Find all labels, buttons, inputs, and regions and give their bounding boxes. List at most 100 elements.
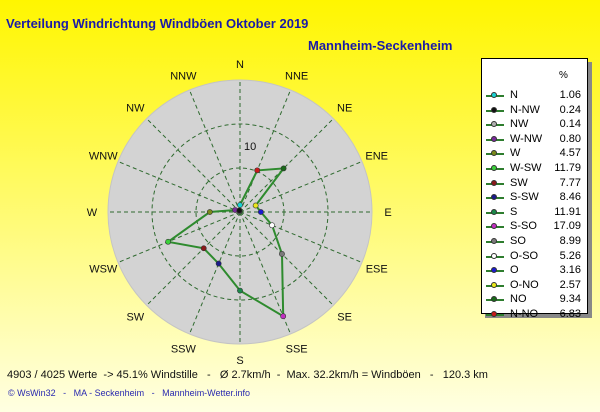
data-point-s-sw	[215, 260, 222, 267]
data-point-n-no	[254, 167, 261, 174]
chart-subtitle: Mannheim-Seckenheim	[308, 38, 453, 53]
grid-spoke-ssw	[189, 211, 241, 335]
direction-label-nnw: NNW	[170, 70, 197, 82]
data-point-no	[280, 165, 287, 172]
legend-row: O-SO 5.26	[482, 249, 587, 264]
legend-marker	[491, 237, 497, 244]
stats-footer: 4903 / 4025 Werte -> 45.1% Windstille - …	[7, 369, 488, 381]
direction-label-nw: NW	[126, 102, 145, 114]
chart-title: Verteilung Windrichtung Windböen Oktober…	[6, 16, 309, 31]
grid-spoke-nnw	[189, 89, 241, 213]
data-point-n	[237, 202, 243, 208]
legend-value: 4.57	[559, 147, 581, 160]
legend-value: 0.80	[559, 132, 581, 145]
credit-line: © WsWin32 - MA - Seckenheim - Mannheim-W…	[8, 388, 251, 398]
legend-marker	[491, 252, 497, 259]
legend-label: NO	[510, 293, 527, 306]
legend-label: SW	[510, 176, 528, 189]
legend-marker	[491, 150, 497, 157]
data-point-o-no	[252, 202, 259, 209]
legend-marker	[491, 223, 497, 230]
legend-unit: %	[559, 70, 568, 81]
direction-label-se: SE	[337, 312, 352, 324]
data-point-w-sw	[165, 238, 172, 245]
legend-label: O	[510, 264, 519, 277]
legend: % N 1.06 N-NW 0.24 NW 0.14 W-NW 0.80 W 4.57 W-SW 11…	[481, 58, 588, 320]
legend-marker	[491, 310, 497, 317]
legend-value: 9.34	[559, 293, 581, 306]
legend-value: 7.77	[559, 176, 581, 189]
legend-row: N-NO 6.83	[482, 307, 587, 322]
grid-spoke-sw	[146, 211, 241, 306]
direction-label-e: E	[384, 207, 391, 219]
legend-marker	[491, 179, 497, 186]
legend-label: W	[510, 147, 521, 160]
legend-row: SW 7.77	[482, 176, 587, 191]
legend-row: SO 8.99	[482, 234, 587, 249]
data-point-o-so	[269, 222, 275, 229]
legend-marker	[491, 208, 497, 215]
direction-label-sw: SW	[126, 312, 144, 324]
direction-label-wnw: WNW	[89, 150, 118, 162]
legend-value: 11.79	[554, 161, 581, 174]
legend-label: O-SO	[510, 249, 539, 262]
data-point-n-nw	[236, 207, 243, 214]
legend-label: N-NO	[510, 307, 539, 320]
direction-label-ese: ESE	[366, 264, 388, 276]
direction-label-ne: NE	[337, 102, 352, 114]
data-point-s-so	[280, 313, 287, 320]
legend-value: 6.83	[559, 307, 581, 320]
legend-row: W-NW 0.80	[482, 132, 587, 147]
data-point-o	[257, 209, 264, 215]
data-point-s	[237, 287, 243, 294]
grid-spoke-ne	[239, 118, 334, 213]
direction-label-wsw: WSW	[89, 264, 118, 276]
legend-label: W-SW	[510, 161, 542, 174]
legend-value: 11.91	[554, 205, 581, 218]
legend-rows: N 1.06 N-NW 0.24 NW 0.14 W-NW 0.80 W 4.57 W-SW 11.7…	[482, 88, 587, 322]
legend-row: W 4.57	[482, 146, 587, 161]
legend-marker	[491, 267, 497, 274]
grid-spoke-nne	[239, 89, 291, 213]
legend-marker	[491, 106, 497, 113]
direction-label-w: W	[87, 207, 98, 219]
grid-spoke-wsw	[117, 211, 241, 263]
grid-spoke-nw	[146, 118, 241, 213]
grid-spoke-wnw	[117, 161, 241, 213]
legend-label: S	[510, 205, 518, 218]
legend-row: S-SW 8.46	[482, 190, 587, 205]
legend-row: N-NW 0.24	[482, 103, 587, 118]
direction-label-sse: SSE	[286, 344, 308, 356]
legend-row: S 11.91	[482, 205, 587, 220]
legend-label: N-NW	[510, 103, 540, 116]
legend-value: 5.26	[559, 249, 581, 262]
legend-row: N 1.06	[482, 88, 587, 103]
legend-row: S-SO 17.09	[482, 219, 587, 234]
legend-label: N	[510, 89, 518, 101]
legend-value: 1.06	[559, 89, 581, 101]
radial-tick-label: 10	[244, 141, 256, 153]
grid-spoke-sse	[239, 211, 291, 335]
legend-row: NW 0.14	[482, 117, 587, 132]
direction-label-nne: NNE	[285, 70, 308, 82]
legend-label: SO	[510, 234, 526, 247]
legend-value: 2.57	[559, 278, 581, 291]
legend-value: 8.99	[559, 234, 581, 247]
legend-value: 3.16	[559, 264, 581, 277]
data-point-w	[206, 209, 213, 215]
legend-value: 8.46	[559, 191, 581, 204]
legend-marker	[491, 194, 497, 201]
legend-marker	[491, 296, 497, 303]
legend-marker	[491, 281, 497, 288]
legend-label: S-SO	[510, 220, 537, 233]
legend-label: S-SW	[510, 191, 539, 204]
legend-marker	[491, 135, 497, 142]
direction-label-s: S	[236, 355, 243, 367]
direction-label-n: N	[236, 59, 244, 71]
legend-label: W-NW	[510, 132, 543, 145]
legend-label: NW	[510, 118, 529, 131]
legend-marker	[491, 121, 497, 128]
legend-row: O 3.16	[482, 263, 587, 278]
